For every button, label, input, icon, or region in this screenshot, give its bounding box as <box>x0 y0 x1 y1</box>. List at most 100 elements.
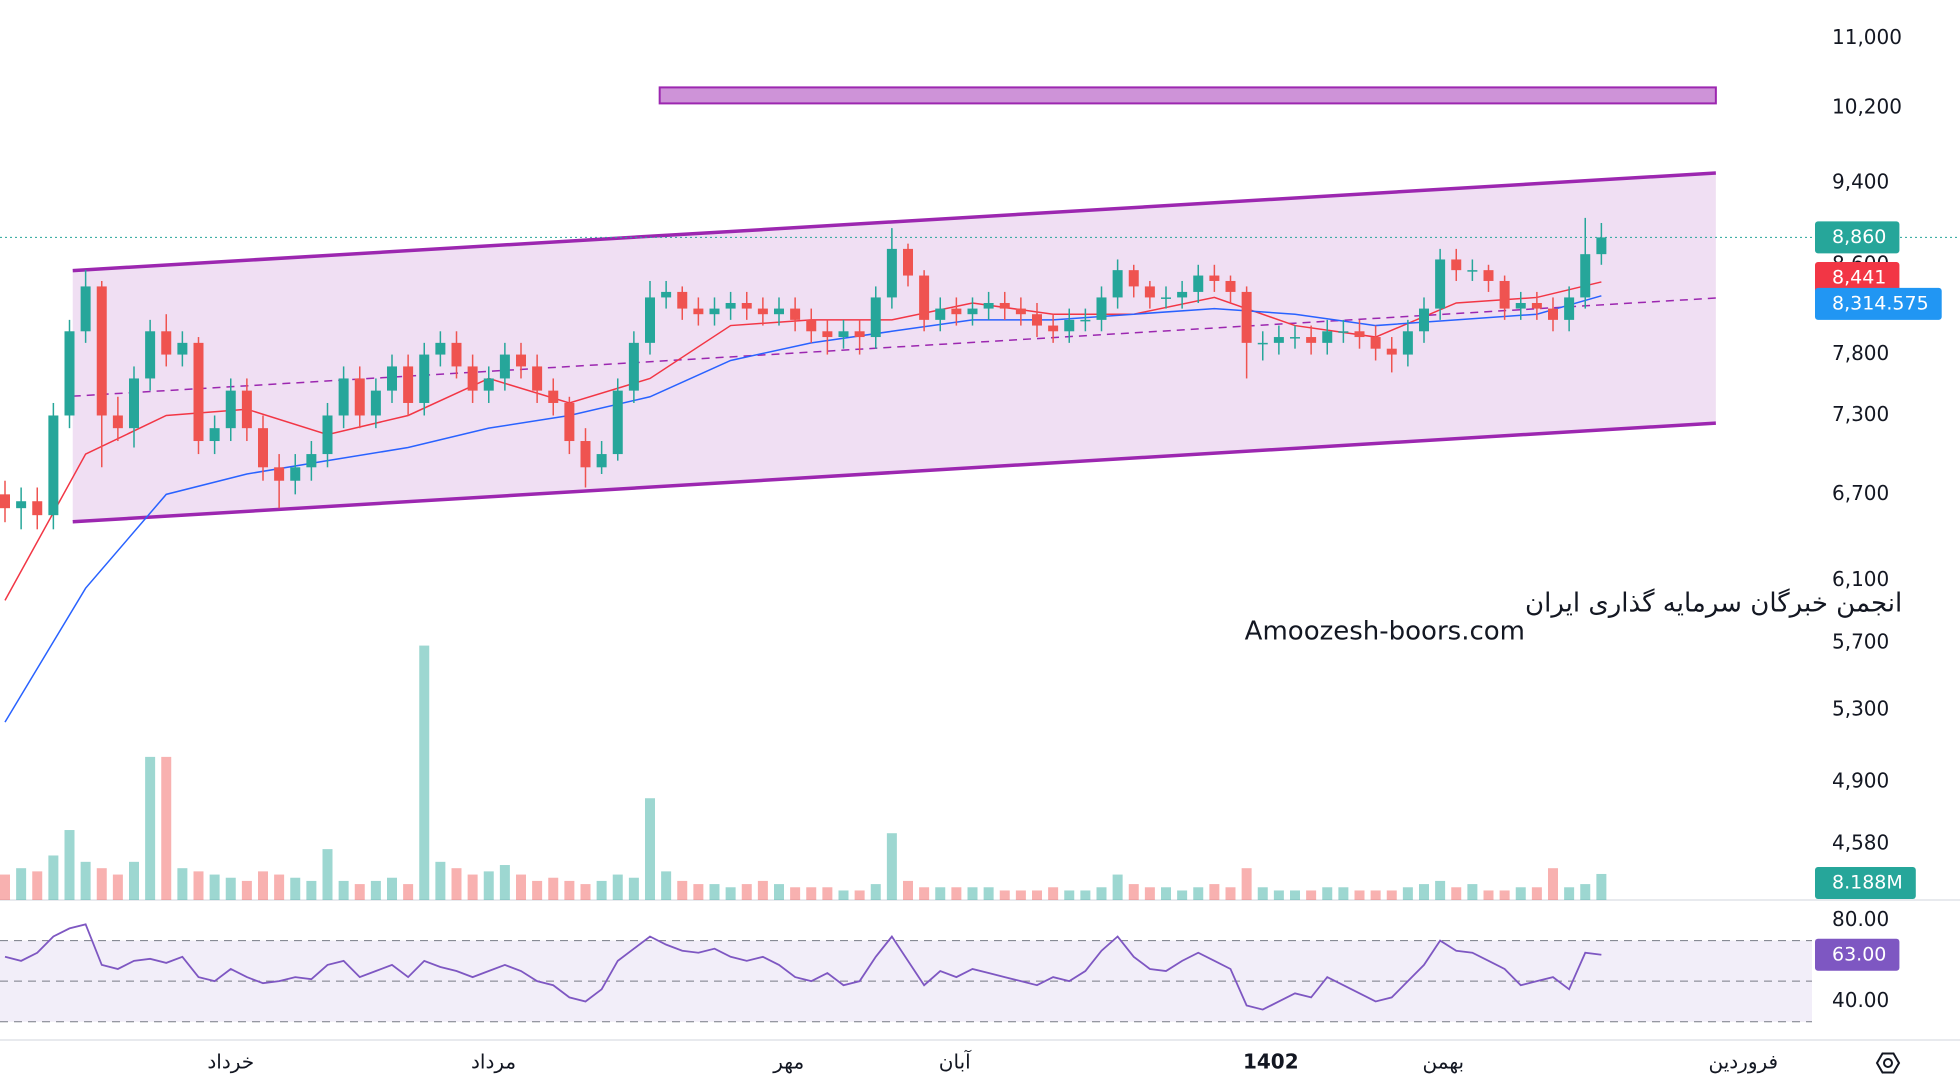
volume-bar <box>1161 887 1171 900</box>
volume-bar <box>1515 887 1526 900</box>
candle-body <box>1531 302 1542 309</box>
candle-body <box>419 354 430 403</box>
channel-upper <box>72 171 1716 273</box>
candle-body <box>1032 314 1042 326</box>
candle-body <box>1128 270 1139 287</box>
volume-bar <box>1096 887 1107 900</box>
candle-body <box>628 342 639 391</box>
candle-body <box>258 428 268 468</box>
candle-body <box>16 501 27 509</box>
volume-bar <box>1177 890 1188 900</box>
volume-bar <box>387 877 397 900</box>
volume-bar <box>32 871 43 900</box>
candle-body <box>870 297 881 338</box>
label-text: 8.188M <box>1832 872 1903 894</box>
volume-bar <box>322 849 333 900</box>
candle-body <box>532 366 543 391</box>
candle-body <box>64 331 75 416</box>
label-bg <box>1815 287 1942 320</box>
candle-body <box>1241 291 1252 343</box>
candle-body <box>1419 308 1429 332</box>
candle-body <box>774 308 784 315</box>
volume-bar <box>1499 890 1510 900</box>
candle-body <box>983 302 994 309</box>
volume-bar <box>112 874 123 900</box>
candle-body <box>677 291 688 309</box>
y-tick-label: 7,800 <box>1832 341 1889 365</box>
volume-bar <box>870 884 881 900</box>
volume-bar <box>1273 890 1284 900</box>
rsi-tick-label: 40.00 <box>1832 988 1889 1012</box>
volume-bar <box>403 884 414 900</box>
candle-body <box>564 402 575 442</box>
volume-bar <box>1080 890 1091 900</box>
candle-body <box>1161 297 1171 299</box>
candle-body <box>1015 308 1026 315</box>
volume-bar <box>967 887 978 900</box>
candle-body <box>741 302 752 309</box>
label-text: 8,441 <box>1832 266 1886 288</box>
y-tick-label: 11,000 <box>1832 25 1902 49</box>
volume-bar <box>161 756 172 900</box>
volume-bar <box>419 645 430 900</box>
candle-body <box>725 302 736 309</box>
candle-body <box>1112 270 1123 298</box>
volume-bar <box>580 884 591 900</box>
candle-body <box>483 378 494 391</box>
label-bg <box>1815 221 1900 254</box>
volume-bar <box>306 880 317 900</box>
candle-body <box>806 319 817 332</box>
resistance-zone <box>658 86 1717 105</box>
candle-body <box>854 331 865 338</box>
volume-bar <box>951 887 962 900</box>
volume-bar <box>693 884 704 900</box>
volume-bar <box>1241 868 1252 900</box>
volume-bar <box>1580 884 1591 900</box>
volume-bar <box>628 877 639 900</box>
volume-bar <box>1483 890 1494 900</box>
candle-body <box>1306 337 1317 343</box>
candle-body <box>499 354 510 379</box>
volume-bar <box>983 887 994 900</box>
volume-bar <box>1064 890 1075 900</box>
volume-bar <box>1354 890 1365 900</box>
volume-bar <box>1144 887 1155 900</box>
volume-bar <box>1306 890 1317 900</box>
candle-body <box>903 248 913 276</box>
settings-icon[interactable] <box>1875 1052 1901 1074</box>
volume-bar <box>677 880 688 900</box>
volume-bar <box>290 877 301 900</box>
candle-body <box>1080 319 1091 322</box>
price-label-box: 8,441 <box>1815 261 1900 294</box>
candle-body <box>580 441 591 468</box>
volume-bar <box>1435 880 1446 900</box>
label-text: 63.00 <box>1832 943 1886 965</box>
candle-body <box>693 308 704 315</box>
volume-bar <box>548 877 559 900</box>
volume-bar <box>790 887 801 900</box>
volume-bar <box>435 861 446 900</box>
candle-body <box>1499 280 1510 309</box>
candle-body <box>1354 331 1365 338</box>
volume-bar <box>1128 884 1139 900</box>
x-tick-label: بهمن <box>1423 1050 1465 1074</box>
candle-body <box>1483 270 1494 281</box>
volume-bar <box>1467 884 1478 900</box>
volume-bar <box>661 871 672 900</box>
candle-body <box>354 378 365 416</box>
volume-bar <box>919 887 930 900</box>
volume-bar <box>80 861 91 900</box>
candle-body <box>822 331 833 338</box>
volume-bar <box>1451 887 1462 900</box>
volume-bar <box>64 830 75 900</box>
candle-body <box>403 366 414 403</box>
volume-bar <box>741 884 752 900</box>
volume-bar <box>48 855 59 900</box>
volume-bar <box>886 833 897 900</box>
label-text: 8,314.575 <box>1832 292 1929 314</box>
candle-body <box>225 390 236 429</box>
candle-body <box>274 467 285 481</box>
rsi-tick-label: 80.00 <box>1832 907 1889 931</box>
volume-bar <box>0 874 10 900</box>
